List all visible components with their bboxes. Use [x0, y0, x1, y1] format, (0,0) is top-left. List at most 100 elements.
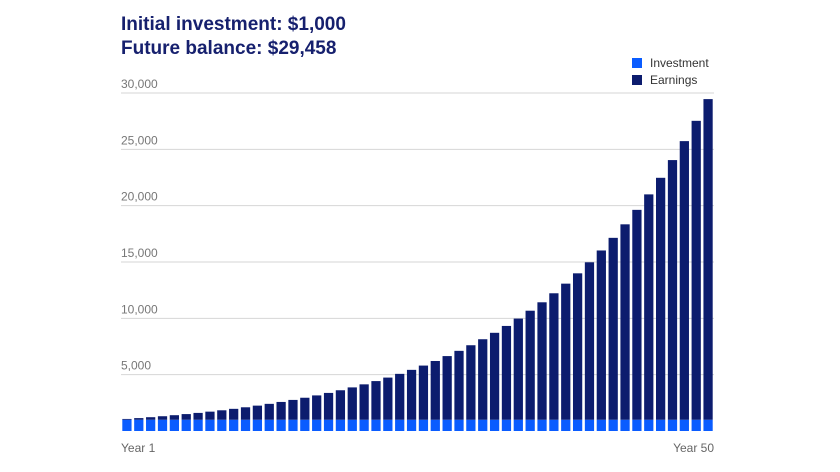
- bar-investment-year-22: [371, 419, 381, 431]
- bar-earnings-year-45: [644, 194, 654, 420]
- bar-investment-year-9: [217, 419, 227, 431]
- bar-earnings-year-41: [596, 250, 606, 420]
- bar-investment-year-1: [122, 419, 132, 431]
- y-tick-label: 20,000: [121, 190, 158, 204]
- bar-investment-year-35: [525, 419, 535, 431]
- bar-earnings-year-48: [679, 141, 689, 420]
- bar-investment-year-36: [537, 419, 547, 431]
- bar-earnings-year-26: [418, 365, 429, 420]
- bar-earnings-year-9: [217, 410, 227, 420]
- bar-investment-year-4: [157, 419, 168, 431]
- bar-investment-year-19: [335, 419, 346, 431]
- legend-swatch-investment: [632, 58, 642, 68]
- bar-earnings-year-34: [513, 318, 523, 420]
- initial-investment-title: Initial investment: $1,000: [121, 14, 346, 35]
- bar-earnings-year-38: [561, 283, 571, 420]
- bar-investment-year-33: [501, 419, 512, 431]
- bar-investment-year-43: [620, 419, 630, 431]
- bar-investment-year-20: [347, 419, 357, 431]
- bar-earnings-year-1: [122, 418, 132, 420]
- bar-earnings-year-27: [430, 360, 440, 420]
- bar-investment-year-7: [193, 419, 203, 431]
- bar-earnings-year-5: [169, 415, 179, 420]
- bar-investment-year-38: [561, 419, 571, 431]
- bar-investment-year-16: [300, 419, 310, 431]
- bar-investment-year-6: [181, 419, 191, 431]
- bar-earnings-year-23: [383, 377, 393, 420]
- bar-earnings-year-8: [205, 411, 215, 420]
- bar-investment-year-42: [608, 419, 618, 431]
- bar-investment-year-46: [656, 419, 666, 431]
- bar-earnings-year-32: [489, 332, 500, 420]
- bar-investment-year-40: [584, 419, 595, 431]
- bar-investment-year-31: [478, 419, 488, 431]
- x-label-first: Year 1: [121, 441, 156, 455]
- y-tick-label: 25,000: [121, 133, 158, 147]
- bar-earnings-year-22: [371, 381, 381, 420]
- bar-earnings-year-30: [466, 345, 476, 420]
- bar-investment-year-15: [288, 419, 298, 431]
- bar-earnings-year-35: [525, 310, 535, 420]
- bar-earnings-year-36: [537, 302, 547, 420]
- bar-earnings-year-42: [608, 237, 618, 420]
- bar-earnings-year-17: [312, 395, 322, 420]
- bar-earnings-year-11: [240, 407, 251, 420]
- bar-earnings-year-12: [252, 405, 263, 420]
- bar-investment-year-13: [264, 419, 274, 431]
- bar-earnings-year-46: [656, 177, 666, 420]
- bar-earnings-year-20: [347, 387, 357, 420]
- bar-investment-year-39: [572, 419, 583, 431]
- bar-earnings-year-37: [549, 293, 559, 420]
- bar-investment-year-26: [418, 419, 429, 431]
- bar-investment-year-41: [596, 419, 606, 431]
- bar-earnings-year-13: [264, 403, 274, 420]
- bar-investment-year-45: [644, 419, 654, 431]
- bar-earnings-year-43: [620, 224, 630, 420]
- bar-earnings-year-24: [395, 373, 405, 420]
- bar-earnings-year-19: [335, 390, 346, 420]
- bar-earnings-year-47: [667, 160, 678, 420]
- bar-earnings-year-31: [478, 339, 488, 420]
- legend-label: Earnings: [650, 73, 698, 87]
- bar-investment-year-49: [691, 419, 701, 431]
- bar-investment-year-23: [383, 419, 393, 431]
- bar-earnings-year-21: [359, 384, 369, 420]
- bar-earnings-year-18: [323, 392, 334, 420]
- bar-investment-year-29: [454, 419, 464, 431]
- y-tick-label: 30,000: [121, 77, 158, 91]
- bar-earnings-year-25: [406, 369, 417, 420]
- legend-label: Investment: [650, 56, 709, 70]
- bar-investment-year-11: [240, 419, 251, 431]
- bar-investment-year-27: [430, 419, 440, 431]
- bar-earnings-year-15: [288, 399, 298, 420]
- bar-earnings-year-4: [157, 416, 168, 420]
- legend-swatch-earnings: [632, 75, 642, 85]
- bar-earnings-year-40: [584, 262, 595, 420]
- bar-investment-year-21: [359, 419, 369, 431]
- bar-investment-year-28: [442, 419, 452, 431]
- bar-investment-year-44: [632, 419, 642, 431]
- bar-investment-year-8: [205, 419, 215, 431]
- y-tick-label: 5,000: [121, 359, 151, 373]
- bar-investment-year-3: [146, 419, 156, 431]
- bar-investment-year-18: [323, 419, 334, 431]
- bar-investment-year-48: [679, 419, 689, 431]
- bar-investment-year-14: [276, 419, 286, 431]
- bar-investment-year-50: [703, 419, 713, 431]
- bar-earnings-year-49: [691, 120, 701, 420]
- bar-earnings-year-50: [703, 99, 713, 420]
- bar-investment-year-25: [406, 419, 417, 431]
- bar-earnings-year-6: [181, 414, 191, 420]
- bar-earnings-year-14: [276, 401, 286, 420]
- bar-investment-year-10: [229, 419, 239, 431]
- bar-investment-year-2: [134, 419, 144, 431]
- bar-earnings-year-29: [454, 350, 464, 420]
- bar-earnings-year-3: [146, 417, 156, 420]
- bar-investment-year-5: [169, 419, 179, 431]
- bar-earnings-year-33: [501, 325, 512, 420]
- bar-earnings-year-7: [193, 412, 203, 420]
- legend-earnings: Earnings: [632, 73, 697, 87]
- y-tick-label: 15,000: [121, 246, 158, 260]
- y-tick-label: 10,000: [121, 302, 158, 316]
